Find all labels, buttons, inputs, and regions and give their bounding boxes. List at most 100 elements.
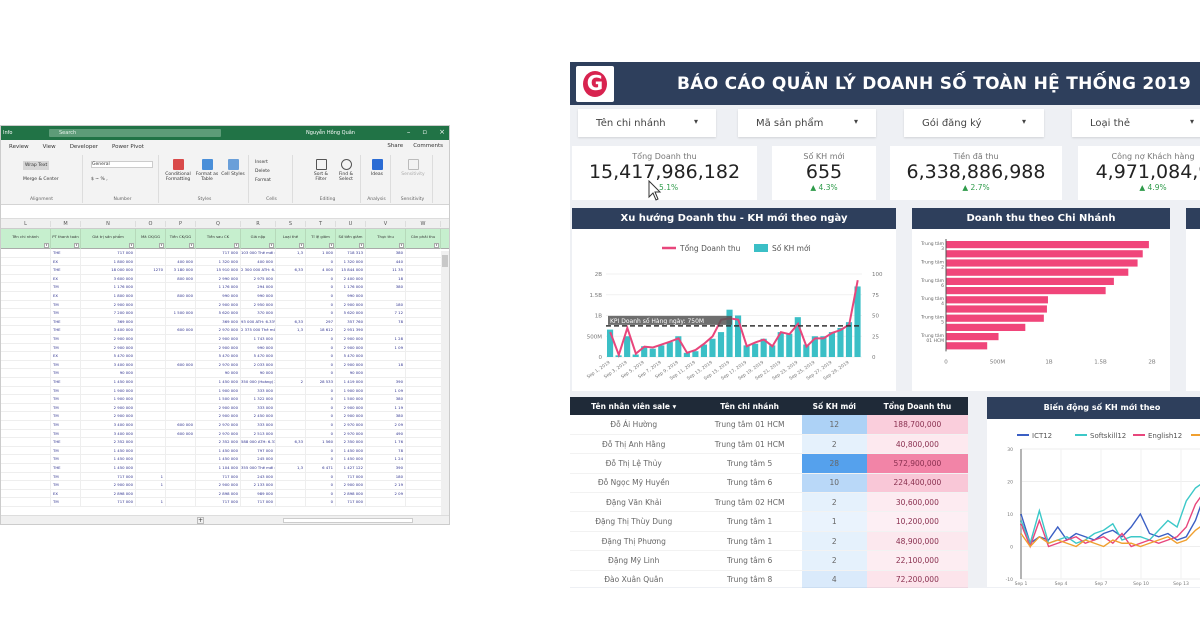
cell[interactable] — [1, 395, 51, 404]
cell[interactable]: 600 000 — [166, 360, 196, 370]
cell[interactable] — [166, 472, 196, 482]
cell[interactable] — [136, 421, 166, 430]
cell[interactable] — [1, 369, 51, 378]
cell[interactable]: 2 900 000 — [196, 300, 241, 310]
cell[interactable] — [366, 292, 406, 301]
cell[interactable]: 2 900 000 — [81, 403, 136, 413]
share-button[interactable]: Share — [387, 143, 404, 149]
cell[interactable]: THE — [51, 464, 81, 473]
cell[interactable] — [366, 498, 406, 507]
cell[interactable]: TM — [51, 309, 81, 318]
cell[interactable] — [276, 292, 306, 301]
cell[interactable]: 4 000 — [306, 266, 336, 275]
filter-dropdown-icon[interactable]: ▾ — [269, 243, 274, 248]
cell[interactable]: 2 19 — [366, 481, 406, 490]
filter-card-type[interactable]: Loại thẻ ▾ — [1072, 109, 1200, 137]
cell[interactable] — [166, 335, 196, 344]
tab-view[interactable]: View — [42, 143, 56, 150]
sheet-row[interactable]: TM 1 176 000 1 176 000 294 000 0 1 176 000 380 — [1, 283, 441, 292]
cell[interactable]: 390 — [366, 378, 406, 387]
cell[interactable]: 7 12 — [366, 309, 406, 318]
cell[interactable]: 0 — [306, 300, 336, 310]
sheet-row[interactable]: TM 717 000 1 717 000 243 000 0 717 000 180 — [1, 472, 441, 482]
cell[interactable] — [1, 300, 51, 310]
cell[interactable]: 1 900 000 — [336, 386, 366, 396]
column-header[interactable]: Thực thu ▾ — [366, 229, 406, 249]
cell[interactable]: 18 000 000 — [81, 266, 136, 275]
cell[interactable]: 369 000 — [196, 317, 241, 327]
filter-product[interactable]: Mã sản phẩm ▾ — [738, 109, 876, 137]
cell[interactable] — [136, 335, 166, 344]
cell[interactable]: 1 — [136, 498, 166, 507]
sheet-row[interactable]: TM 2 900 000 2 900 000 2 450 000 0 2 900 000 3… — [1, 412, 441, 421]
table-row[interactable]: Đặng Thị Phương Trung tâm 1 2 48,900,000 — [570, 531, 968, 552]
cell[interactable]: 0 — [306, 292, 336, 301]
cell[interactable]: 490 — [366, 429, 406, 439]
cell[interactable]: 1 450 000 — [336, 455, 366, 464]
cell[interactable]: 1 450 000 — [196, 446, 241, 456]
cell[interactable]: 0 — [306, 369, 336, 378]
cell[interactable]: TM — [51, 369, 81, 378]
cell[interactable]: TM — [51, 360, 81, 370]
cell[interactable] — [136, 274, 166, 284]
cell[interactable]: 369 000 — [81, 317, 136, 327]
cell[interactable]: 1,3 — [276, 464, 306, 473]
cell[interactable]: 0 — [306, 446, 336, 456]
cell[interactable] — [276, 395, 306, 404]
cell[interactable] — [276, 360, 306, 370]
sheet-row[interactable]: TM 2 900 000 2 900 000 2 950 000 0 2 900 000 1… — [1, 300, 441, 310]
cell[interactable]: 1 — [136, 472, 166, 482]
sheet-row[interactable]: EX 1 800 000 800 000 990 000 990 000 0 990 000 — [1, 292, 441, 301]
cell[interactable]: 2 951 390 — [336, 326, 366, 335]
column-letter[interactable]: V — [366, 221, 406, 227]
cell[interactable]: 6,33 — [276, 266, 306, 275]
currency-format-buttons[interactable]: $ ~ % , — [91, 177, 108, 182]
maximize-icon[interactable]: ▫ — [422, 128, 428, 136]
cell[interactable]: 2 900 000 — [196, 403, 241, 413]
merge-center-button[interactable]: Merge & Center — [23, 177, 59, 182]
cell[interactable]: 1 320 000 — [196, 257, 241, 267]
vertical-scrollbar[interactable] — [441, 251, 449, 516]
cell[interactable] — [276, 472, 306, 482]
cell[interactable] — [136, 360, 166, 370]
cell[interactable]: 440 — [366, 257, 406, 267]
cell[interactable] — [1, 292, 51, 301]
cell[interactable] — [136, 446, 166, 456]
cell[interactable]: 297 — [306, 317, 336, 327]
column-header-sales-name[interactable]: Tên nhân viên sale ▾ — [570, 397, 698, 415]
cell[interactable]: 2 900 000 — [81, 343, 136, 353]
cell[interactable] — [166, 369, 196, 378]
table-row[interactable]: Đặng Mỹ Linh Trung tâm 6 2 22,100,000 — [570, 550, 968, 571]
cell[interactable] — [136, 403, 166, 413]
cell[interactable]: 5 470 000 — [241, 352, 276, 361]
cell[interactable]: 2 950 000 — [241, 300, 276, 310]
cell[interactable]: 2 350 000 — [336, 438, 366, 447]
cell[interactable]: 1 500 000 — [196, 395, 241, 404]
cell[interactable]: 0 — [306, 455, 336, 464]
find-select-button[interactable]: Find & Select — [333, 159, 359, 182]
column-header[interactable]: Tên chi nhánh ▾ — [1, 229, 51, 249]
cell[interactable]: THE — [51, 317, 81, 327]
cell[interactable] — [136, 378, 166, 387]
cell[interactable]: 6,33 — [276, 317, 306, 327]
column-letter[interactable]: O — [136, 221, 166, 227]
cell[interactable] — [166, 395, 196, 404]
cell[interactable]: 0 — [306, 335, 336, 344]
cell[interactable]: 1270 — [136, 266, 166, 275]
cell[interactable] — [276, 343, 306, 353]
cell[interactable] — [1, 481, 51, 490]
cell[interactable] — [166, 412, 196, 421]
cell[interactable]: 357 760 — [336, 317, 366, 327]
cell[interactable]: 2 300 000 ATH: 6.33% — [241, 266, 276, 275]
cell[interactable]: 2 09 — [366, 489, 406, 499]
cell[interactable] — [1, 317, 51, 327]
cell[interactable] — [136, 386, 166, 396]
cell[interactable]: 2 898 000 — [81, 489, 136, 499]
cell[interactable]: 18 — [366, 274, 406, 284]
cell-styles-button[interactable]: Cell Styles — [221, 159, 245, 177]
cell[interactable] — [1, 257, 51, 267]
format-as-table-button[interactable]: Format as Table — [193, 159, 221, 182]
column-letter[interactable]: M — [51, 221, 81, 227]
cell[interactable]: 1 500 000 — [166, 309, 196, 318]
